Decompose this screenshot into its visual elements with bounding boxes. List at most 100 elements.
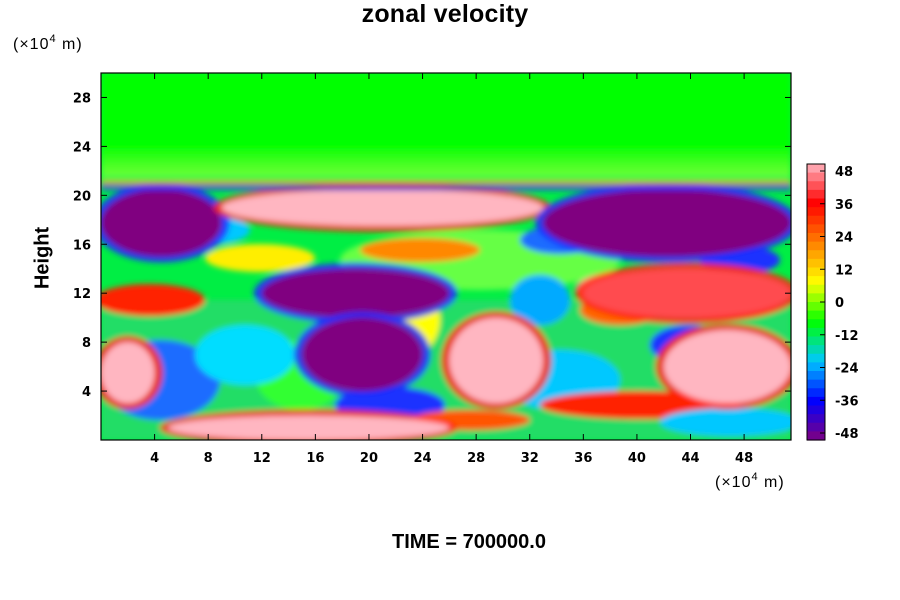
colorbar-segment [807,405,825,415]
y-tick-label: 8 [82,336,91,351]
x-tick: 20 [360,73,378,466]
y-tick-label: 20 [73,189,91,204]
y-tick: 16 [73,238,791,253]
colorbar-segment [807,215,825,225]
colorbar-tick-label: 12 [835,263,853,278]
x-axis: 4 8 12 16 20 24 28 32 36 40 44 48 [150,73,753,466]
shear-band [101,185,791,191]
y-axis-unit: (×104 m) [13,33,83,53]
x-tick: 32 [521,73,539,466]
field-region [101,73,791,184]
x-tick-label: 32 [521,451,539,466]
x-tick: 12 [253,73,271,466]
colorbar-segment [807,379,825,389]
colorbar-tick-label: 36 [835,198,853,213]
x-tick: 24 [414,73,432,466]
field-region [167,415,450,440]
x-tick-label: 20 [360,451,378,466]
colorbar-segment [807,164,825,174]
colorbar-segment [807,362,825,372]
colorbar-segment [807,388,825,398]
field-region [261,268,450,318]
y-axis: 4 8 12 16 20 24 28 [73,91,791,400]
x-tick-label: 4 [150,451,159,466]
colorbar-tick-label: 24 [835,231,853,246]
y-tick-label: 24 [73,140,91,155]
colorbar-segment [807,371,825,381]
x-tick-label: 28 [467,451,485,466]
x-tick-label: 48 [735,451,753,466]
colorbar-segment [807,327,825,338]
colorbar-tick-label: -36 [835,394,859,409]
y-tick-label: 16 [73,238,91,253]
colorbar-segment [807,181,825,191]
y-tick: 8 [82,336,791,351]
colorbar-segment [807,276,825,286]
time-label: TIME = 700000.0 [392,531,546,553]
x-tick-label: 44 [681,451,699,466]
colorbar-segment [807,302,825,312]
colorbar-segment [807,233,825,243]
y-tick-label: 28 [73,91,91,106]
x-tick: 48 [735,73,753,466]
y-tick: 12 [73,287,791,302]
field-region [101,342,155,404]
x-tick: 28 [467,73,485,466]
colorbar-segment [807,198,825,208]
heatmap-field [101,73,791,440]
colorbar-segment [807,431,825,441]
y-tick: 28 [73,91,791,106]
x-tick-label: 12 [253,451,271,466]
field-region [221,189,544,226]
colorbar: 48 36 24 12 0 -12 -24 -36 -48 [806,163,859,442]
plot-frame [100,72,792,441]
field-region [543,189,791,257]
x-tick: 4 [150,73,159,466]
x-tick: 44 [681,73,700,466]
x-tick-label: 8 [204,451,213,466]
x-tick-label: 40 [628,451,646,466]
y-tick-label: 4 [82,385,91,400]
colorbar-segment [807,345,825,355]
colorbar-tick-label: -24 [835,362,859,377]
x-tick-label: 24 [414,451,432,466]
field-region [663,329,791,404]
colorbar-segment [807,336,825,346]
colorbar-segment [807,241,825,251]
field-region [301,317,423,392]
colorbar-tick-label: -12 [835,329,859,344]
colorbar-segment [807,267,825,277]
colorbar-segment [807,293,825,303]
x-axis-unit: (×104 m) [715,471,785,491]
colorbar-segment [807,284,825,294]
y-tick-label: 12 [73,287,91,302]
colorbar-segment [807,414,825,424]
colorbar-segment [807,258,825,269]
colorbar-tick-label: -48 [835,427,859,442]
x-tick-label: 36 [574,451,592,466]
y-tick: 20 [73,189,791,204]
x-tick: 40 [628,73,646,466]
field-region [583,268,791,318]
field-region [449,317,544,404]
chart-title: zonal velocity [361,0,529,28]
colorbar-segment [807,319,825,329]
x-tick-label: 16 [306,451,324,466]
colorbar-segment [807,172,825,182]
colorbar-segment [807,250,825,260]
shear-band [101,181,791,186]
colorbar-segment [807,189,825,200]
field-region [101,189,222,257]
colorbar-tick-label: 48 [835,165,853,180]
y-tick: 24 [73,140,791,155]
colorbar-tick-label: 0 [835,296,844,311]
x-tick: 8 [204,73,213,466]
colorbar-segment [807,207,825,217]
colorbar-segment [807,396,825,407]
x-tick: 16 [306,73,324,466]
x-tick: 36 [574,73,592,466]
colorbar-segment [807,353,825,363]
colorbar-segment [807,224,825,234]
colorbar-segment [807,310,825,320]
